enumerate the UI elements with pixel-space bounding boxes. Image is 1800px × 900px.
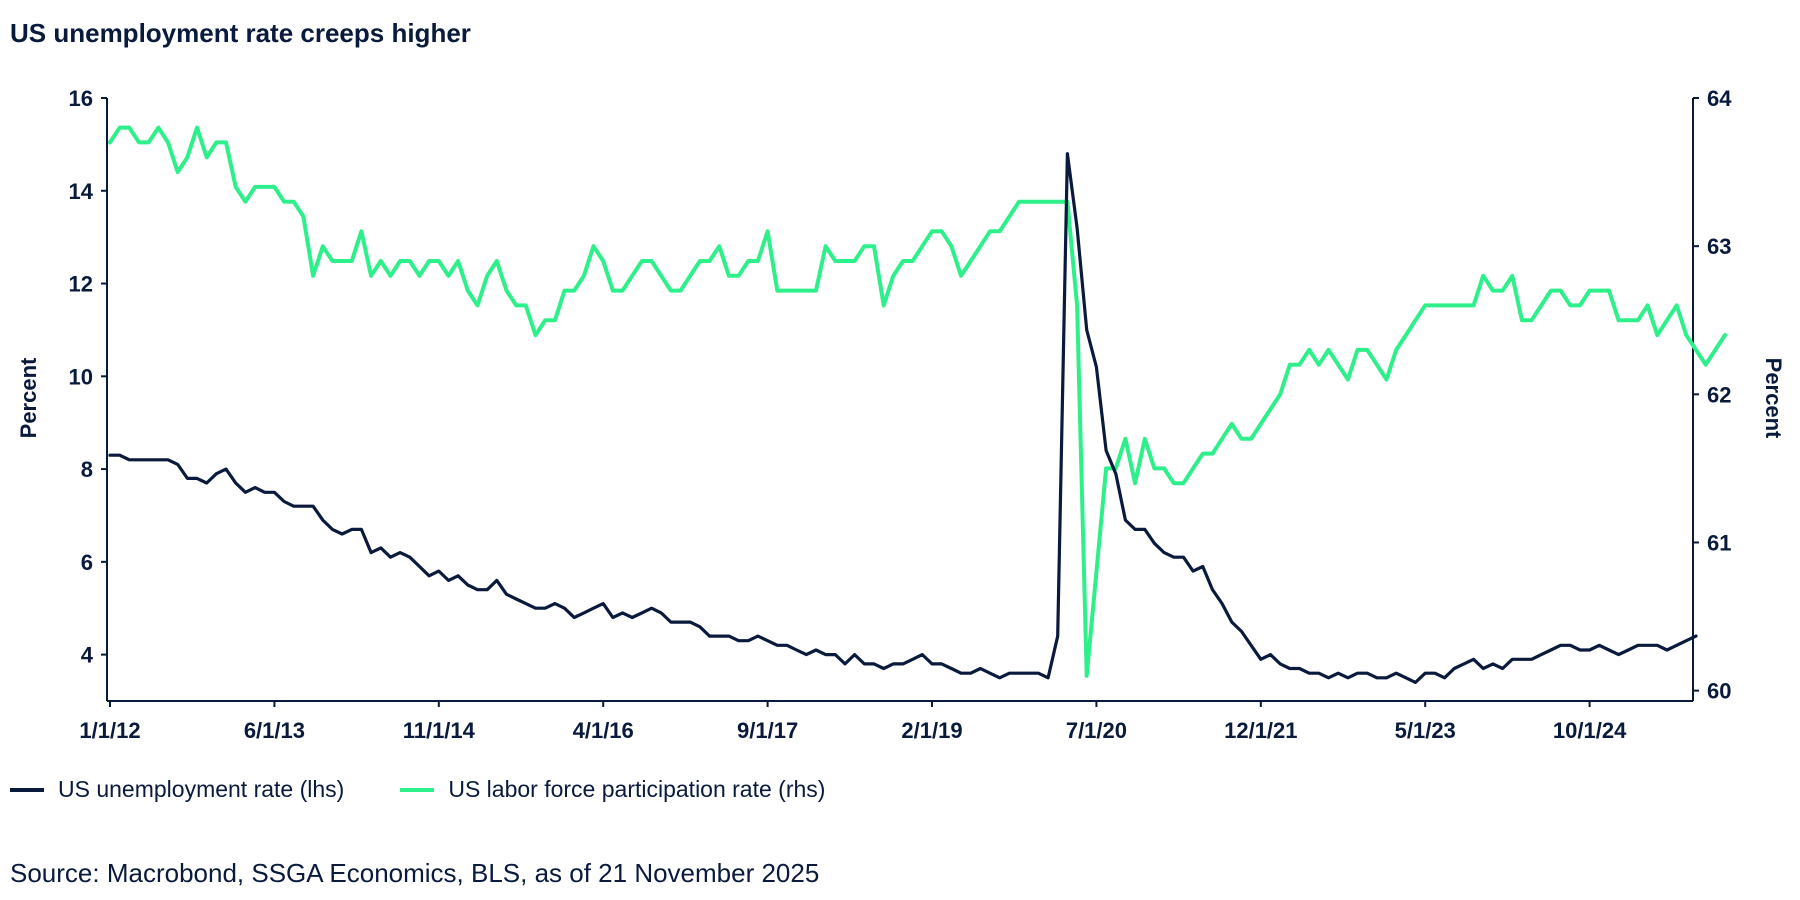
x-tick-label: 4/1/16 — [573, 718, 634, 743]
y-tick-label-right: 63 — [1707, 234, 1731, 259]
x-tick-label: 12/1/21 — [1224, 718, 1297, 743]
source-note: Source: Macrobond, SSGA Economics, BLS, … — [10, 858, 820, 888]
x-tick-label: 10/1/24 — [1553, 718, 1627, 743]
legend-label-unemployment: US unemployment rate (lhs) — [58, 776, 345, 802]
tick-labels: 4 6 8 10 12 14 16 60 61 62 63 64 1/1/12 6/1/13 11/1/14… — [69, 86, 1733, 743]
x-tick-label: 1/1/12 — [79, 718, 140, 743]
y-tick-label-left: 6 — [81, 550, 93, 575]
x-tick-label: 9/1/17 — [737, 718, 798, 743]
chart-axes — [101, 97, 1699, 707]
x-tick-label: 11/1/14 — [403, 718, 476, 743]
series-lines — [108, 125, 1727, 685]
y-tick-label-left: 10 — [69, 364, 93, 389]
y-tick-label-right: 61 — [1707, 530, 1731, 555]
series-line-unemployment — [108, 152, 1698, 685]
y-axis-label-left: Percent — [16, 357, 41, 438]
legend-swatch-participation — [400, 787, 435, 792]
x-tick-label: 5/1/23 — [1395, 718, 1456, 743]
legend-swatch-unemployment — [10, 787, 44, 792]
y-tick-label-left: 14 — [69, 179, 94, 204]
x-tick-label: 7/1/20 — [1066, 718, 1127, 743]
y-tick-label-left: 8 — [81, 457, 93, 482]
chart-title: US unemployment rate creeps higher — [10, 18, 471, 48]
y-tick-label-left: 16 — [69, 86, 93, 111]
legend: US unemployment rate (lhs) US labor forc… — [10, 776, 881, 803]
legend-item-unemployment: US unemployment rate (lhs) — [10, 776, 344, 803]
y-tick-label-right: 64 — [1707, 86, 1732, 111]
legend-item-participation: US labor force participation rate (rhs) — [400, 776, 825, 803]
series-line-participation — [108, 125, 1727, 678]
y-tick-label-right: 60 — [1707, 679, 1731, 704]
x-tick-label: 2/1/19 — [901, 718, 962, 743]
x-tick-label: 6/1/13 — [244, 718, 305, 743]
legend-label-participation: US labor force participation rate (rhs) — [448, 776, 826, 802]
y-axis-label-right: Percent — [1761, 358, 1786, 439]
y-tick-label-left: 12 — [69, 272, 93, 297]
y-tick-label-left: 4 — [81, 643, 94, 668]
y-tick-label-right: 62 — [1707, 382, 1731, 407]
